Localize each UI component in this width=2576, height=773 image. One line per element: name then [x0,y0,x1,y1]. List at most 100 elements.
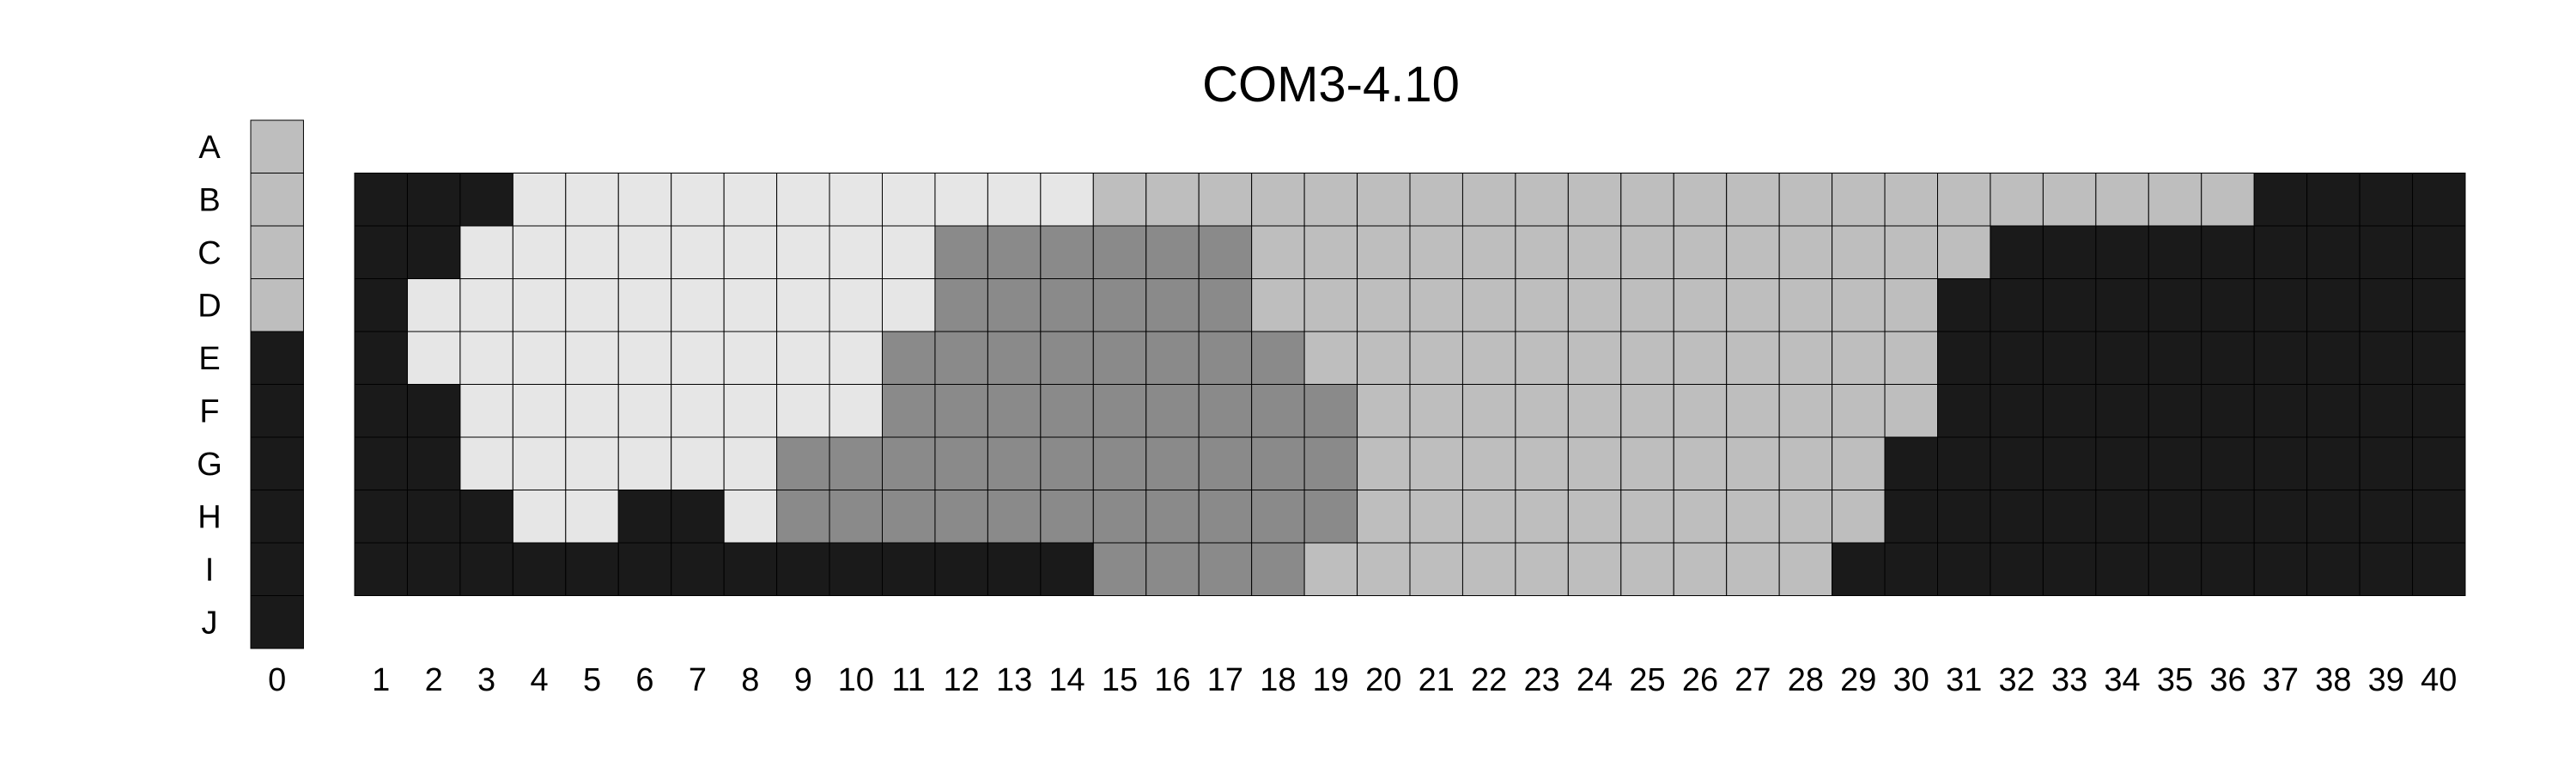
cell-b-39 [2359,173,2414,227]
cell-f-30 [1884,384,1939,438]
cell-b-10 [829,173,883,227]
cell-e-23 [1515,331,1569,385]
cell-i-36 [2201,542,2255,596]
cell-c-38 [2306,225,2360,279]
cell-f-8 [723,384,778,438]
column-label-37: 37 [2263,662,2299,698]
cell-b-36 [2201,173,2255,227]
cell-e-22 [1461,331,1516,385]
column-label-32: 32 [1999,662,2035,698]
cell-h-36 [2201,490,2255,544]
cell-g-17 [1198,436,1253,490]
cell-g-31 [1937,436,1991,490]
cell-h-39 [2359,490,2414,544]
cell-c-26 [1673,225,1728,279]
cell-e-27 [1726,331,1780,385]
cell-b-6 [617,173,672,227]
cell-e-36 [2201,331,2255,385]
cell-i-14 [1040,542,1094,596]
cell-g-34 [2095,436,2149,490]
cell-i-29 [1832,542,1886,596]
cell-f-35 [2148,384,2202,438]
column-label-39: 39 [2368,662,2404,698]
cell-g-11 [882,436,936,490]
column-label-7: 7 [689,662,707,698]
cell-f-38 [2306,384,2360,438]
cell-b-20 [1357,173,1411,227]
cell-d-20 [1357,278,1411,332]
legend-cell-f [250,384,304,438]
cell-f-6 [617,384,672,438]
cell-f-31 [1937,384,1991,438]
cell-h-21 [1409,490,1463,544]
cell-i-2 [406,542,461,596]
cell-h-29 [1832,490,1886,544]
cell-h-1 [354,490,408,544]
cell-b-13 [987,173,1042,227]
cell-f-2 [406,384,461,438]
column-label-14: 14 [1048,662,1084,698]
cell-g-23 [1515,436,1569,490]
cell-i-23 [1515,542,1569,596]
column-labels: 1 2 3 4 5 6 7 8 9 10 11 12 13 14 15 16 17 18 19 20 21 22 23 24 2… [372,662,2457,698]
cell-f-18 [1251,384,1305,438]
cell-h-15 [1092,490,1147,544]
cell-e-34 [2095,331,2149,385]
cell-i-6 [617,542,672,596]
cell-d-31 [1937,278,1991,332]
cell-e-5 [565,331,619,385]
cell-d-1 [354,278,408,332]
cell-c-11 [882,225,936,279]
column-label-4: 4 [531,662,549,698]
cell-g-24 [1567,436,1622,490]
cell-h-2 [406,490,461,544]
cell-f-39 [2359,384,2414,438]
cell-c-21 [1409,225,1463,279]
cell-c-5 [565,225,619,279]
cell-h-12 [934,490,988,544]
cell-f-25 [1620,384,1674,438]
cell-h-32 [1990,490,2044,544]
cell-e-13 [987,331,1042,385]
cell-c-6 [617,225,672,279]
cell-c-22 [1461,225,1516,279]
cell-h-18 [1251,490,1305,544]
cell-e-29 [1832,331,1886,385]
cell-g-29 [1832,436,1886,490]
column-label-38: 38 [2315,662,2351,698]
legend-cell-a [250,119,304,173]
cell-e-24 [1567,331,1622,385]
cell-e-33 [2042,331,2097,385]
cell-i-4 [512,542,567,596]
legend-cell-e [250,331,304,385]
cell-h-16 [1145,490,1200,544]
cell-f-7 [671,384,725,438]
cell-b-9 [776,173,830,227]
cell-g-1 [354,436,408,490]
cell-i-18 [1251,542,1305,596]
column-label-28: 28 [1788,662,1824,698]
cell-i-7 [671,542,725,596]
cell-d-25 [1620,278,1674,332]
cell-e-12 [934,331,988,385]
cell-b-38 [2306,173,2360,227]
cell-c-4 [512,225,567,279]
cell-e-28 [1778,331,1833,385]
cell-e-37 [2253,331,2308,385]
cell-i-5 [565,542,619,596]
cell-g-25 [1620,436,1674,490]
row-label-j: J [202,605,218,641]
cell-b-16 [1145,173,1200,227]
column-label-30: 30 [1893,662,1929,698]
column-label-10: 10 [838,662,874,698]
cell-h-37 [2253,490,2308,544]
cell-f-1 [354,384,408,438]
cell-c-7 [671,225,725,279]
cell-d-30 [1884,278,1939,332]
row-label-i: I [205,552,215,588]
cell-d-9 [776,278,830,332]
cell-c-36 [2201,225,2255,279]
cell-g-7 [671,436,725,490]
cell-e-16 [1145,331,1200,385]
cell-g-26 [1673,436,1728,490]
